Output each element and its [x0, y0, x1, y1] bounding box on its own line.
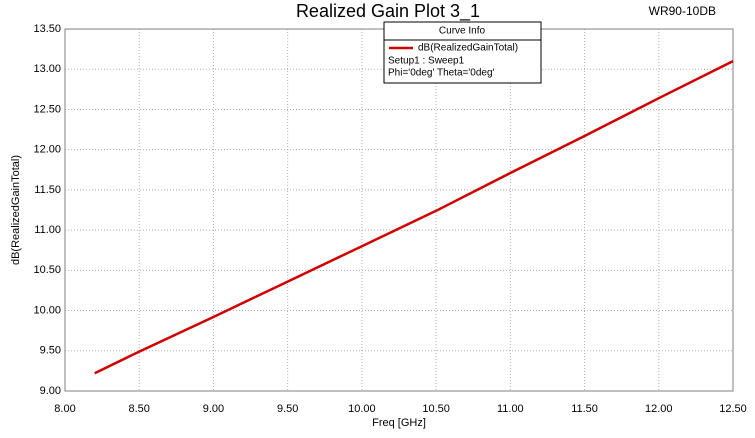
y-tick-label: 13.50 [33, 23, 61, 35]
x-tick-label: 8.00 [54, 403, 75, 415]
x-tick-label: 9.50 [277, 403, 298, 415]
x-tick-label: 10.00 [348, 403, 376, 415]
legend-info: Setup1 : Sweep1 [388, 56, 465, 67]
data-line [94, 60, 734, 375]
legend-label: dB(RealizedGainTotal) [418, 43, 518, 54]
plot-tag: WR90-10DB [649, 4, 716, 18]
legend-title: Curve Info [439, 26, 486, 37]
x-tick-label: 8.50 [129, 403, 150, 415]
x-axis-label: Freq [GHz] [372, 417, 426, 429]
y-axis-label: dB(RealizedGainTotal) [10, 155, 22, 265]
x-tick-label: 12.00 [645, 403, 673, 415]
x-tick-label: 9.00 [203, 403, 224, 415]
x-tick-label: 10.50 [422, 403, 450, 415]
y-tick-label: 13.00 [33, 63, 61, 75]
y-tick-label: 12.00 [33, 144, 61, 156]
x-tick-label: 11.00 [497, 403, 524, 415]
legend: Curve Info dB(RealizedGainTotal) Setup1 : … [383, 21, 542, 84]
y-tick-label: 9.50 [40, 345, 61, 357]
x-tick-label: 12.50 [719, 403, 747, 415]
y-tick-label: 9.00 [40, 385, 61, 397]
y-tick-label: 10.50 [33, 264, 61, 276]
legend-box [383, 21, 542, 84]
x-tick-label: 11.50 [571, 403, 598, 415]
legend-info: Phi='0deg' Theta='0deg' [388, 68, 495, 79]
y-tick-label: 12.50 [33, 103, 61, 115]
y-tick-label: 11.50 [34, 184, 61, 196]
y-tick-label: 10.00 [33, 304, 61, 316]
y-tick-label: 11.00 [34, 224, 61, 236]
chart-title: Realized Gain Plot 3_1 [296, 1, 480, 22]
